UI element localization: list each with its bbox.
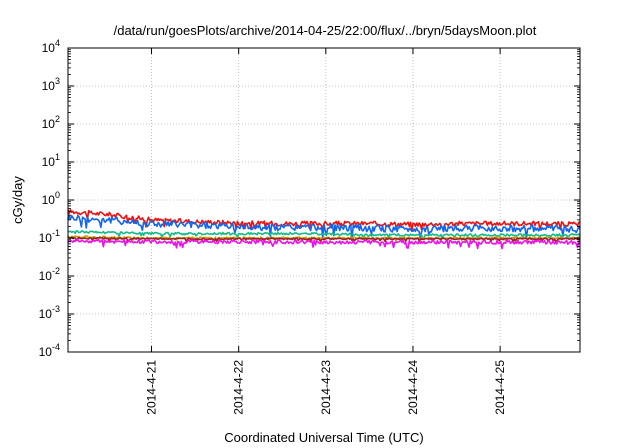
y-tick-label: 10-4 xyxy=(39,342,60,359)
x-tick-label: 2014-4-24 xyxy=(406,360,420,415)
y-tick-label: 10-2 xyxy=(39,266,60,283)
series-line-2 xyxy=(67,214,581,241)
x-axis: 2014-4-21 2014-4-22 2014-4-23 2014-4-24 2014… xyxy=(145,48,507,415)
y-tick-label: 10-3 xyxy=(39,304,60,321)
x-tick-label: 2014-4-22 xyxy=(232,360,246,415)
series-line-6 xyxy=(67,238,581,250)
y-tick-label: 104 xyxy=(42,38,60,55)
y-tick-label: 100 xyxy=(42,190,60,207)
x-tick-label: 2014-4-23 xyxy=(319,360,333,415)
y-tick-label: 102 xyxy=(42,114,60,131)
series-line-5 xyxy=(67,236,581,243)
y-axis-label: cGy/day xyxy=(10,176,25,224)
grid xyxy=(68,48,580,352)
y-axis: 104 103 102 101 100 10-1 10-2 10-3 10-4 xyxy=(39,38,580,359)
chart-title: /data/run/goesPlots/archive/2014-04-25/2… xyxy=(114,23,537,38)
series-layer xyxy=(67,209,581,250)
series-line-3 xyxy=(68,229,581,240)
x-tick-label: 2014-4-21 xyxy=(145,360,159,415)
y-tick-label: 103 xyxy=(42,76,60,93)
y-tick-label: 10-1 xyxy=(39,228,60,245)
x-tick-label: 2014-4-25 xyxy=(493,360,507,415)
x-axis-label: Coordinated Universal Time (UTC) xyxy=(224,430,423,445)
y-tick-label: 101 xyxy=(42,152,60,169)
